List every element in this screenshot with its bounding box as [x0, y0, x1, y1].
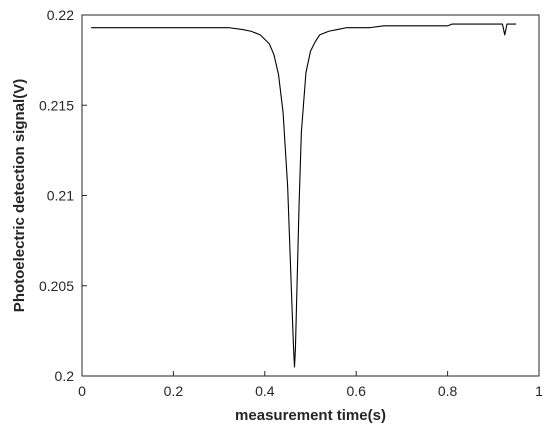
y-tick-label: 0.2 [55, 368, 75, 384]
y-tick-label: 0.21 [47, 188, 74, 204]
plot-area [81, 14, 540, 377]
plot-frame [81, 14, 540, 377]
y-tick-label: 0.22 [47, 7, 74, 23]
x-tick-label: 1 [535, 383, 543, 399]
y-tick-label: 0.215 [39, 97, 74, 113]
y-tick-label: 0.205 [39, 278, 74, 294]
x-tick-label: 0.8 [438, 383, 458, 399]
y-axis: 0.2 0.205 0.21 0.215 0.22 [39, 7, 87, 384]
x-tick-label: 0 [78, 383, 86, 399]
x-axis: 0 0.2 0.4 0.6 0.8 1 [78, 371, 543, 399]
series-line [91, 23, 517, 368]
x-tick-label: 0.4 [255, 383, 275, 399]
x-tick-label: 0.2 [164, 383, 184, 399]
x-axis-label: measurement time(s) [235, 407, 386, 424]
x-tick-label: 0.6 [346, 383, 366, 399]
y-axis-label: Photoelectric detection signal(V) [11, 79, 28, 312]
